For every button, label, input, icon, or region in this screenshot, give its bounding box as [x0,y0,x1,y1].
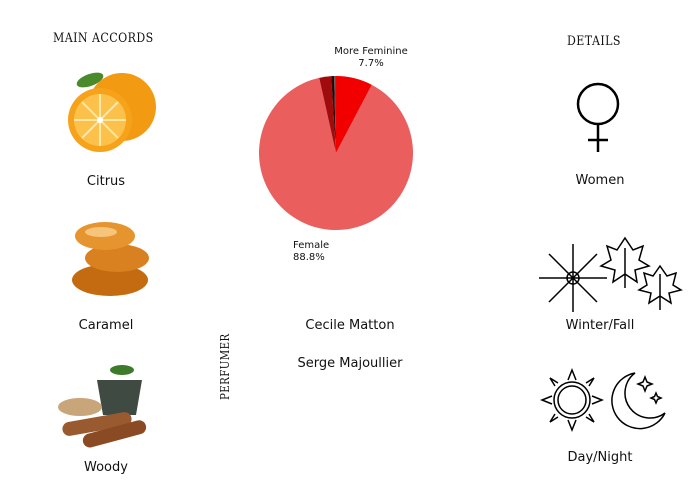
perfumer-title: PERFUMER [218,333,232,400]
main-accords-title: MAIN ACCORDS [53,31,154,46]
detail-label-winter-fall: Winter/Fall [565,318,635,333]
gender-pie-chart [259,76,413,231]
sun-moon-icon [540,367,666,433]
perfumer-name: Serge Majoullier [297,356,403,371]
orange-icon [68,72,156,152]
caramel-icon [72,222,149,296]
pie-slice-female [259,77,413,231]
perfumer-name: Cecile Matton [305,318,395,333]
pie-label-more-feminine: More Feminine 7.7% [334,46,408,69]
pie-slice-more-feminine [336,76,372,153]
pie-slice-2 [319,76,336,153]
snowflake-leaves-icon [539,236,683,312]
accord-label-citrus: Citrus [86,174,126,189]
wood-icon [58,365,147,448]
accord-label-caramel: Caramel [78,318,134,333]
accord-label-woody: Woody [84,460,128,475]
pie-slice-3 [331,76,336,153]
pie-label-female: Female 88.8% [293,240,330,263]
detail-label-day-night: Day/Night [567,450,633,465]
female-symbol-icon [576,82,620,152]
pie-slice-4 [334,76,336,153]
details-title: DETAILS [567,34,621,49]
detail-label-women: Women [575,173,625,188]
